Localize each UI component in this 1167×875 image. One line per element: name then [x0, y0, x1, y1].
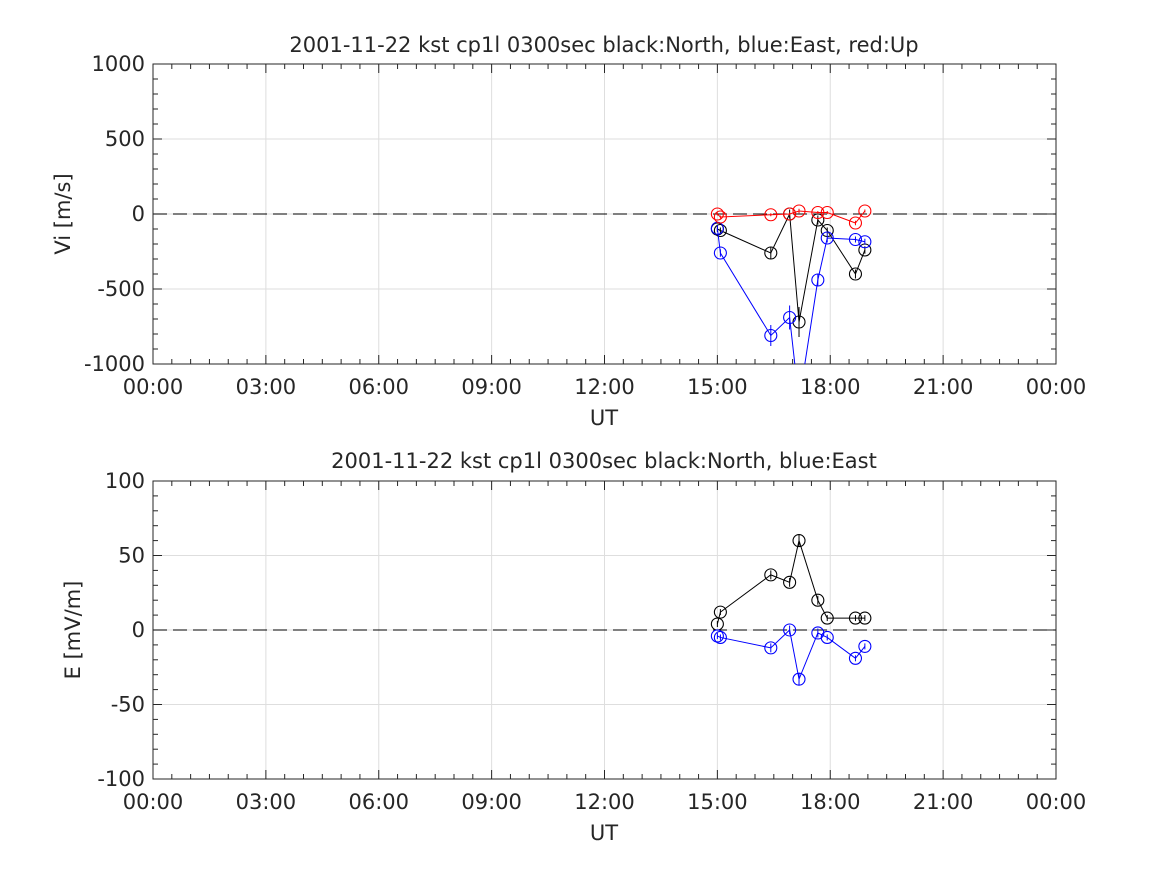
y-tick-label: 500: [105, 127, 145, 151]
electric-field-y-axis-label: E [mV/m]: [61, 581, 85, 680]
data-point: [858, 204, 872, 218]
x-tick-label: 12:00: [574, 790, 635, 814]
data-point: [811, 273, 825, 287]
y-tick-label: 1000: [92, 52, 145, 76]
series-line: [716, 538, 865, 625]
x-tick-label: 15:00: [687, 790, 748, 814]
x-tick-label: 09:00: [461, 375, 522, 399]
velocity-y-axis-label: Vi [m/s]: [51, 173, 75, 254]
series-line: [716, 228, 865, 364]
y-tick-label: 0: [132, 202, 145, 226]
data-point: [811, 205, 825, 220]
data-layer: [710, 204, 872, 364]
data-point: [820, 630, 834, 645]
data-point: [848, 267, 863, 281]
series-line: [717, 629, 866, 681]
y-tick-label: 0: [132, 618, 145, 642]
x-tick-label: 21:00: [913, 375, 974, 399]
data-point: [764, 208, 778, 222]
y-tick-label: 100: [105, 469, 145, 493]
x-tick-label: 12:00: [574, 375, 635, 399]
x-tick-label: 00:00: [1026, 790, 1087, 814]
data-point: [710, 629, 724, 643]
data-point: [783, 575, 797, 589]
x-tick-label: 15:00: [687, 375, 748, 399]
y-tick-label: -50: [111, 693, 145, 717]
series-line: [717, 210, 866, 224]
data-point: [783, 623, 797, 637]
data-point: [764, 328, 778, 343]
data-point: [811, 593, 825, 607]
data-point: [713, 246, 727, 260]
plot-frame: [152, 63, 1057, 365]
x-tick-label: 00:00: [1026, 375, 1087, 399]
data-point: [764, 641, 778, 655]
data-point: [713, 223, 727, 238]
y-tick-label: 50: [118, 544, 145, 568]
velocity-x-axis-label: UT: [590, 406, 618, 430]
data-point: [792, 534, 806, 548]
x-tick-label: 18:00: [800, 375, 861, 399]
data-point: [710, 207, 724, 221]
data-point: [820, 205, 834, 220]
plot-frame: [152, 480, 1057, 780]
data-point: [792, 672, 806, 686]
x-tick-label: 21:00: [913, 790, 974, 814]
data-point: [783, 310, 797, 325]
electric-field-chart-title: 2001-11-22 kst cp1l 0300sec black:North,…: [331, 449, 877, 473]
x-tick-label: 03:00: [236, 790, 297, 814]
data-point: [848, 232, 863, 247]
data-point: [848, 216, 863, 230]
data-point: [848, 651, 863, 665]
velocity-panel: 2001-11-22 kst cp1l 0300sec black:North,…: [51, 33, 1087, 430]
data-point: [792, 204, 806, 218]
data-point: [783, 207, 797, 221]
data-layer: [710, 534, 872, 686]
x-tick-label: 18:00: [800, 790, 861, 814]
data-point: [858, 611, 872, 625]
x-tick-label: 03:00: [236, 375, 297, 399]
y-tick-label: -100: [97, 767, 145, 791]
electric-field-panel: 2001-11-22 kst cp1l 0300sec black:North,…: [61, 449, 1086, 845]
x-tick-label: 06:00: [348, 375, 409, 399]
y-tick-label: -1000: [84, 352, 145, 376]
y-tick-label: -500: [97, 277, 145, 301]
x-tick-label: 00:00: [123, 790, 184, 814]
x-tick-label: 00:00: [123, 375, 184, 399]
data-point: [848, 611, 863, 625]
data-point: [858, 639, 872, 653]
series-line: [717, 212, 866, 323]
data-point: [858, 235, 872, 249]
data-point: [713, 605, 727, 619]
data-point: [764, 246, 778, 260]
x-tick-label: 06:00: [348, 790, 409, 814]
data-point: [820, 231, 834, 245]
velocity-chart-title: 2001-11-22 kst cp1l 0300sec black:North,…: [289, 33, 918, 57]
x-tick-label: 09:00: [461, 790, 522, 814]
electric-field-x-axis-label: UT: [590, 821, 618, 845]
data-point: [820, 611, 834, 625]
data-point: [764, 568, 778, 582]
data-point: [713, 630, 727, 645]
data-point: [713, 210, 727, 224]
